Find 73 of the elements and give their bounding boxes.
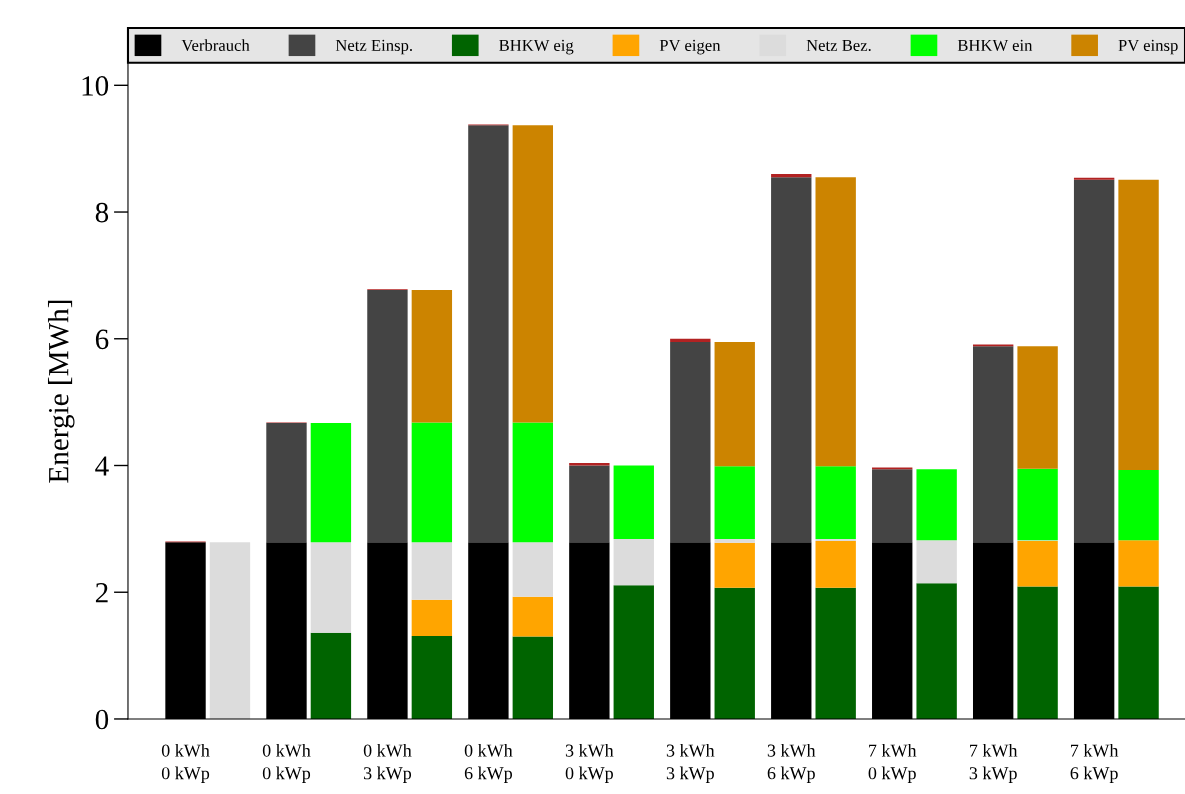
bar [1118, 540, 1159, 587]
bar [411, 599, 453, 636]
y-axis-title: Energie [MWh] [47, 300, 75, 483]
bar [569, 465, 610, 543]
bar [411, 289, 453, 423]
bar [411, 542, 453, 600]
bar [209, 542, 251, 719]
y-tick-label: 10 [82, 76, 109, 96]
bar [310, 632, 352, 719]
bar [771, 177, 812, 543]
bar [1073, 179, 1115, 543]
bar [815, 587, 856, 719]
x-tick-label: 7 kWh 3 kWp [969, 743, 1018, 783]
bar [1017, 540, 1058, 587]
y-tick-label: 2 [95, 583, 108, 603]
y-tick-label: 4 [95, 456, 109, 476]
bar [1017, 586, 1058, 719]
bar [468, 125, 509, 543]
bar [872, 469, 913, 543]
x-tick-label: 7 kWh 6 kWp [1070, 743, 1119, 783]
bar [512, 596, 554, 637]
bar [512, 542, 554, 597]
bar [714, 539, 755, 543]
bar [1017, 468, 1058, 541]
legend-label: PV einsp [1118, 39, 1178, 55]
bar [972, 346, 1014, 543]
bar [1017, 346, 1058, 469]
legend-label: BHKW ein [957, 39, 1033, 52]
bar [310, 423, 352, 543]
bar [670, 338, 711, 342]
bar [411, 422, 453, 543]
bar [1118, 586, 1159, 719]
bar [815, 540, 856, 588]
legend-label: Verbrauch [181, 39, 250, 52]
x-tick-label: 3 kWh 0 kWp [565, 743, 614, 783]
bar [916, 540, 957, 584]
bar [714, 542, 755, 588]
bar [670, 341, 711, 543]
bar [266, 423, 307, 543]
bar [771, 174, 812, 178]
legend-label: Netz Bez. [806, 39, 871, 52]
x-tick-label: 3 kWh 3 kWp [666, 743, 715, 783]
bar [613, 539, 654, 586]
bar [613, 465, 654, 540]
bar [916, 469, 957, 541]
legend-label: Netz Einsp. [335, 39, 412, 55]
bar [613, 585, 654, 719]
bar [512, 125, 554, 423]
bar [815, 466, 856, 540]
bar [512, 422, 554, 543]
y-tick-label: 8 [95, 202, 109, 223]
x-tick-label: 3 kWh 6 kWp [767, 743, 816, 783]
bar [916, 583, 957, 719]
x-tick-label: 0 kWh 3 kWp [363, 743, 412, 783]
x-tick-label: 0 kWh 0 kWp [161, 743, 210, 783]
y-tick-label: 0 [95, 709, 109, 730]
bar [714, 466, 755, 540]
bar [411, 635, 453, 719]
bar [310, 542, 352, 633]
bar [1118, 469, 1159, 541]
bar [569, 462, 610, 466]
bar [714, 341, 755, 467]
bar [1118, 179, 1159, 470]
bar [367, 289, 408, 543]
legend-label: PV eigen [659, 39, 721, 55]
x-tick-label: 0 kWh 6 kWp [464, 743, 513, 783]
bar [512, 636, 554, 719]
bar [815, 177, 856, 467]
x-tick-label: 7 kWh 0 kWp [868, 743, 917, 783]
x-tick-label: 0 kWh 0 kWp [262, 743, 311, 783]
y-tick-label: 6 [95, 329, 109, 350]
legend-label: BHKW eig [499, 39, 574, 55]
bar [714, 587, 755, 719]
